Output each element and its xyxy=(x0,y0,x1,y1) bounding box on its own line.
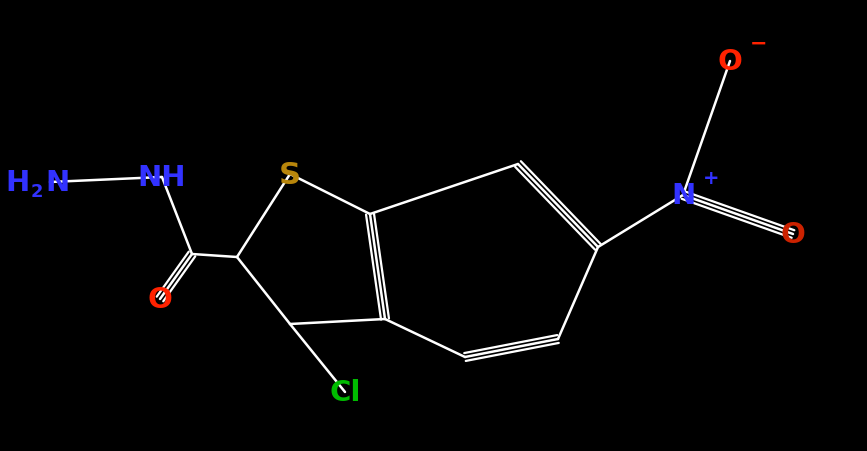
Text: +: + xyxy=(703,168,720,187)
Text: Cl: Cl xyxy=(329,378,361,406)
Text: S: S xyxy=(279,160,301,189)
Text: 2: 2 xyxy=(30,183,43,201)
Text: O: O xyxy=(718,48,742,76)
Text: NH: NH xyxy=(138,164,186,192)
Text: O: O xyxy=(780,221,805,249)
Text: N: N xyxy=(46,169,70,197)
Text: −: − xyxy=(750,34,767,54)
Text: O: O xyxy=(147,285,173,313)
Text: N: N xyxy=(671,182,695,210)
Text: H: H xyxy=(6,169,30,197)
